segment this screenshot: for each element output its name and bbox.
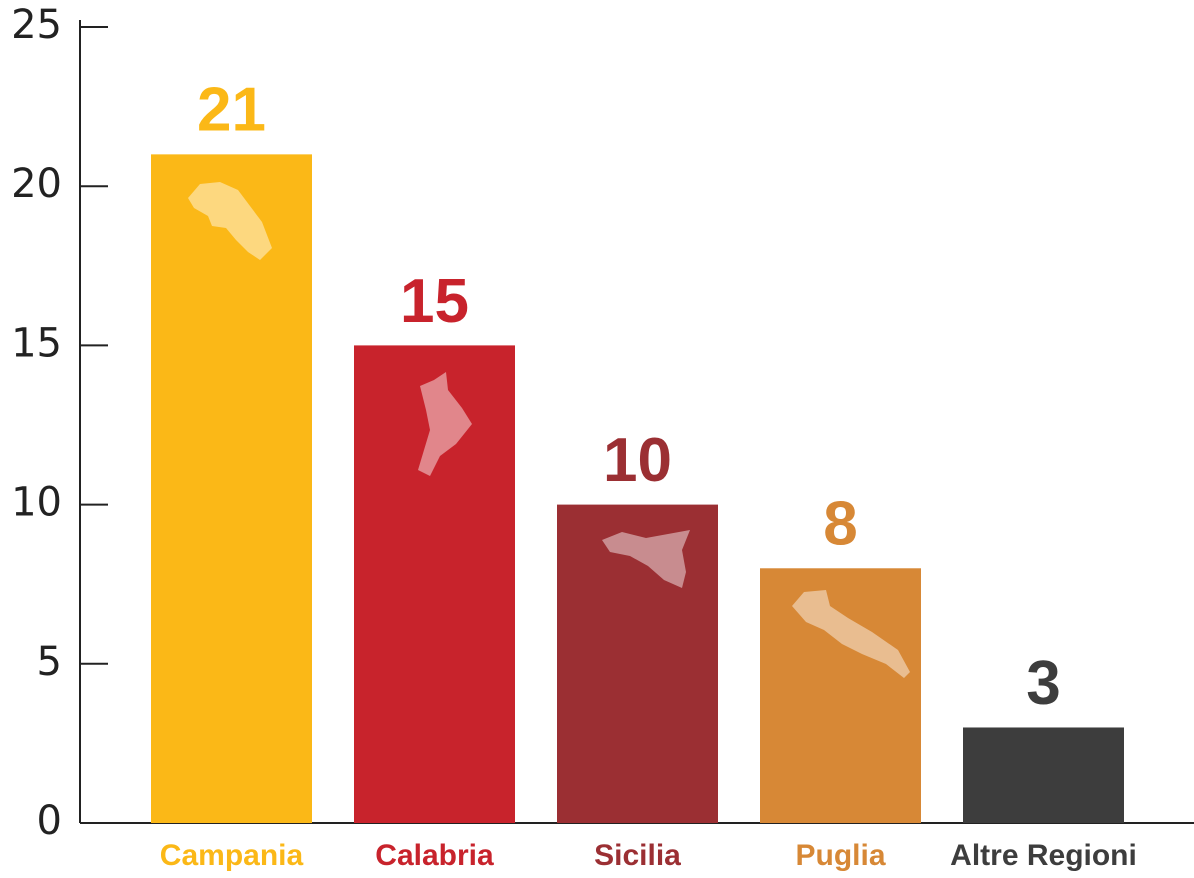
icon-puglia: [792, 590, 910, 678]
bar: [760, 568, 921, 823]
y-tick-label: 5: [37, 639, 62, 685]
value-label: 10: [603, 426, 672, 495]
x-tick-label: Sicilia: [594, 839, 681, 872]
bar: [963, 727, 1124, 823]
value-label: 15: [400, 267, 469, 336]
value-label: 8: [823, 490, 857, 559]
icon-sicilia: [602, 530, 690, 588]
y-tick-label: 25: [11, 2, 62, 48]
y-tick-label: 20: [11, 161, 62, 207]
icon-campania: [188, 182, 272, 260]
x-tick-label: Puglia: [795, 839, 885, 872]
y-tick-label: 0: [37, 798, 62, 844]
bar: [151, 154, 312, 824]
bar: [354, 345, 515, 823]
y-tick-label: 15: [11, 320, 62, 366]
bar: [557, 504, 718, 823]
value-label: 21: [197, 76, 266, 145]
x-tick-label: Campania: [160, 839, 304, 872]
x-tick-label: Altre Regioni: [950, 839, 1137, 872]
icon-calabria: [418, 372, 472, 476]
y-tick-label: 10: [11, 480, 62, 526]
x-tick-label: Calabria: [375, 839, 494, 872]
region-icons: [188, 182, 910, 678]
value-label: 3: [1026, 649, 1060, 718]
